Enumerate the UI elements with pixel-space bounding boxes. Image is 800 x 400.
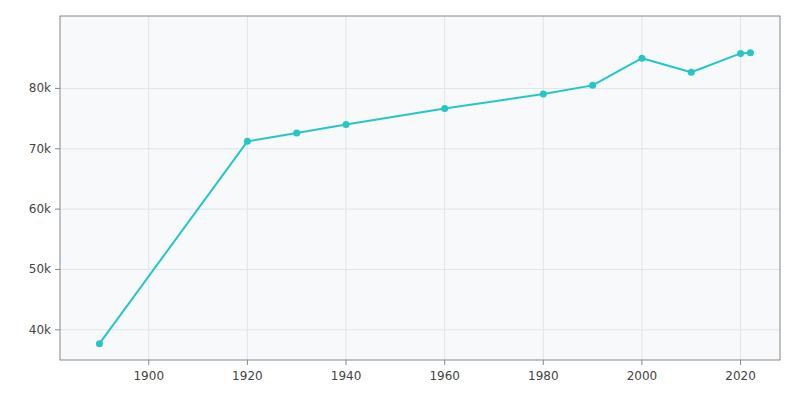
x-tick-label: 2020 bbox=[725, 369, 756, 383]
x-grid-line bbox=[346, 16, 347, 360]
x-grid-line bbox=[740, 16, 741, 360]
y-grid-line bbox=[60, 269, 780, 270]
marker bbox=[343, 121, 350, 128]
marker bbox=[589, 82, 596, 89]
chart: 1900 1920 1940 1960 1980 2000 2020 40k 50k 60k 70k… bbox=[0, 0, 800, 400]
y-tick-label: 60k bbox=[29, 202, 51, 216]
marker bbox=[293, 130, 300, 137]
axes: 1900 1920 1940 1960 1980 2000 2020 40k 50k 60k 70k… bbox=[29, 81, 756, 383]
y-tick-label: 80k bbox=[29, 81, 51, 95]
y-tick-label: 50k bbox=[29, 262, 51, 276]
x-tick bbox=[346, 360, 347, 365]
x-tick-label: 1960 bbox=[429, 369, 460, 383]
y-tick bbox=[55, 148, 60, 149]
x-tick bbox=[444, 360, 445, 365]
marker bbox=[737, 50, 744, 57]
x-tick-label: 2000 bbox=[627, 369, 658, 383]
chart-container: 1900 1920 1940 1960 1980 2000 2020 40k 50k 60k 70k… bbox=[0, 0, 800, 400]
x-grid-line bbox=[148, 16, 149, 360]
y-tick bbox=[55, 269, 60, 270]
line bbox=[99, 53, 750, 344]
y-tick-label: 40k bbox=[29, 323, 51, 337]
x-grid-line bbox=[543, 16, 544, 360]
x-tick bbox=[247, 360, 248, 365]
x-tick-label: 1940 bbox=[331, 369, 362, 383]
x-grid-line bbox=[641, 16, 642, 360]
y-tick bbox=[55, 209, 60, 210]
marker bbox=[441, 105, 448, 112]
y-tick bbox=[55, 88, 60, 89]
y-grid-line bbox=[60, 209, 780, 210]
x-tick-label: 1900 bbox=[133, 369, 164, 383]
x-tick bbox=[148, 360, 149, 365]
grid bbox=[60, 16, 780, 360]
x-tick bbox=[740, 360, 741, 365]
plot-area bbox=[60, 16, 780, 360]
x-tick bbox=[543, 360, 544, 365]
y-grid-line bbox=[60, 329, 780, 330]
x-grid-line bbox=[444, 16, 445, 360]
y-grid-line bbox=[60, 88, 780, 89]
marker bbox=[688, 69, 695, 76]
series bbox=[96, 49, 754, 347]
y-tick-label: 70k bbox=[29, 142, 51, 156]
x-tick-label: 1920 bbox=[232, 369, 263, 383]
x-tick-label: 1980 bbox=[528, 369, 559, 383]
marker bbox=[540, 91, 547, 98]
marker bbox=[638, 55, 645, 62]
y-grid-line bbox=[60, 148, 780, 149]
x-tick bbox=[641, 360, 642, 365]
marker bbox=[96, 340, 103, 347]
plot-frame bbox=[60, 16, 780, 360]
y-tick bbox=[55, 329, 60, 330]
x-grid-line bbox=[247, 16, 248, 360]
marker bbox=[747, 49, 754, 56]
marker bbox=[244, 138, 251, 145]
